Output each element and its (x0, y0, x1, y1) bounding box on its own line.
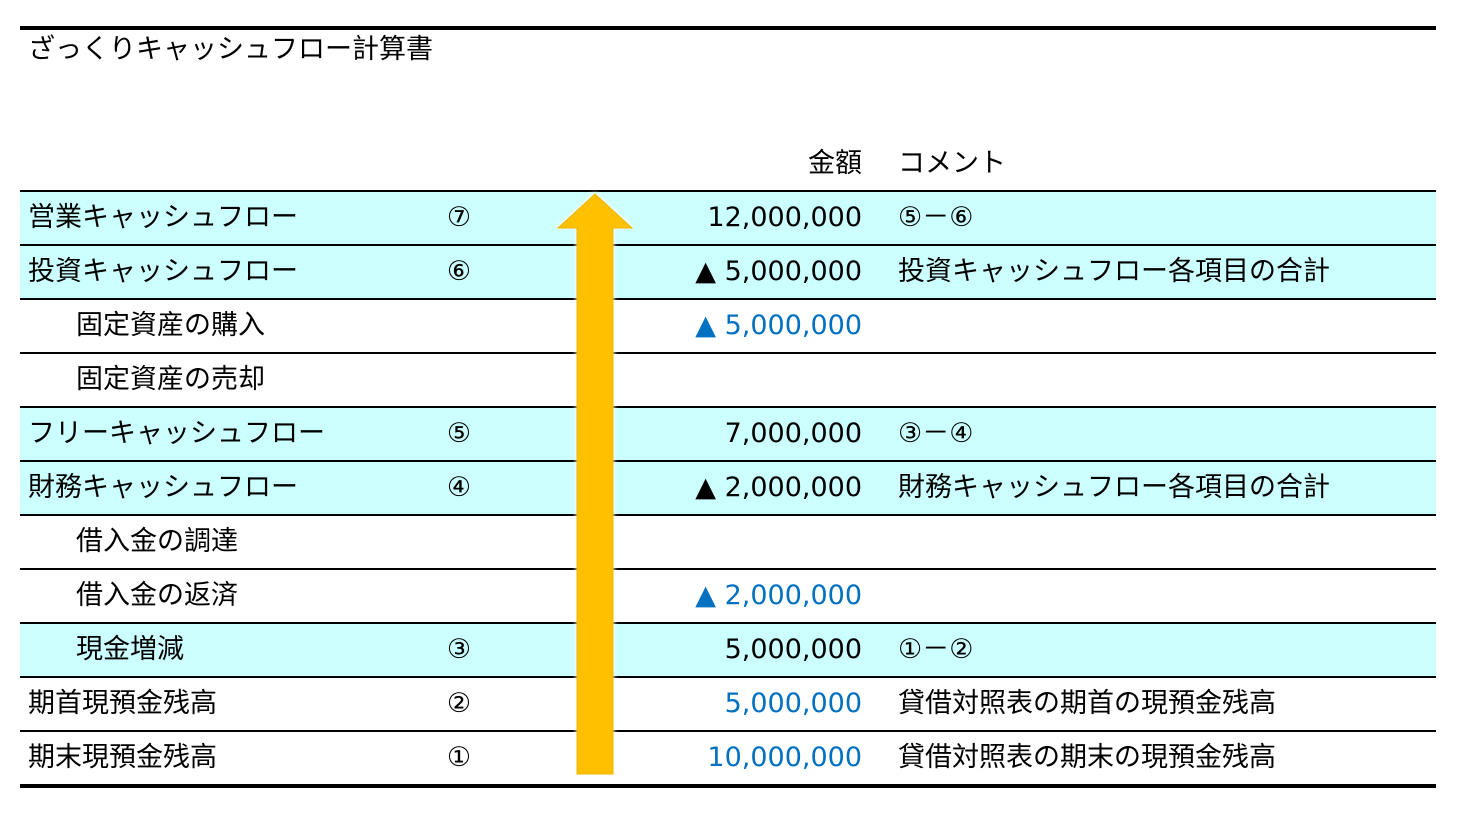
row-amount: ▲ 5,000,000 (695, 256, 862, 287)
column-header-amount: 金額 (808, 148, 862, 179)
row-amount: ▲ 2,000,000 (695, 580, 862, 611)
up-arrow-icon (556, 192, 634, 776)
row-label: 投資キャッシュフロー (28, 256, 298, 287)
row-comment: 貸借対照表の期首の現預金残高 (898, 688, 1276, 719)
table-row-fixed-asset-sale: 固定資産の売却 (20, 352, 1436, 406)
row-amount (600, 516, 862, 568)
row-ref-number: ⑦ (446, 202, 472, 233)
row-label: 期首現預金残高 (28, 688, 217, 719)
row-comment: ⑤－⑥ (898, 202, 974, 233)
table-row-financing-cf: 財務キャッシュフロー ④ ▲ 2,000,000 財務キャッシュフロー各項目の合… (20, 460, 1436, 514)
row-ref-number: ② (446, 688, 472, 719)
cash-flow-table: 営業キャッシュフロー ⑦ 12,000,000 ⑤－⑥ 投資キャッシュフロー ⑥… (20, 190, 1436, 788)
table-row-investing-cf: 投資キャッシュフロー ⑥ ▲ 5,000,000 投資キャッシュフロー各項目の合… (20, 244, 1436, 298)
row-amount: 7,000,000 (724, 418, 862, 449)
row-amount: 10,000,000 (707, 742, 862, 773)
row-ref-number: ③ (446, 634, 472, 665)
row-ref-number: ⑥ (446, 256, 472, 287)
row-amount: ▲ 2,000,000 (695, 472, 862, 503)
row-label: 借入金の返済 (76, 580, 238, 611)
page-title: ざっくりキャッシュフロー計算書 (28, 34, 433, 65)
row-label: 期末現預金残高 (28, 742, 217, 773)
table-row-cash-change: 現金増減 ③ 5,000,000 ①－② (20, 622, 1436, 676)
row-ref-number: ④ (446, 472, 472, 503)
row-label: 営業キャッシュフロー (28, 202, 298, 233)
row-comment: 貸借対照表の期末の現預金残高 (898, 742, 1276, 773)
row-label: 固定資産の購入 (76, 310, 265, 341)
table-row-closing-cash: 期末現預金残高 ① 10,000,000 貸借対照表の期末の現預金残高 (20, 730, 1436, 788)
column-header-comment: コメント (898, 148, 1006, 179)
row-ref-number (434, 516, 484, 568)
row-ref-number: ① (446, 742, 472, 773)
table-row-loan-repayment: 借入金の返済 ▲ 2,000,000 (20, 568, 1436, 622)
row-ref-number (434, 300, 484, 352)
row-amount (600, 354, 862, 406)
table-row-free-cf: フリーキャッシュフロー ⑤ 7,000,000 ③－④ (20, 406, 1436, 460)
row-ref-number (434, 354, 484, 406)
row-label: 現金増減 (76, 634, 184, 665)
row-ref-number (434, 570, 484, 622)
top-rule (20, 26, 1436, 30)
row-label: フリーキャッシュフロー (28, 418, 325, 449)
table-row-operating-cf: 営業キャッシュフロー ⑦ 12,000,000 ⑤－⑥ (20, 190, 1436, 244)
row-amount: 5,000,000 (724, 688, 862, 719)
row-comment: 財務キャッシュフロー各項目の合計 (898, 472, 1330, 503)
row-label: 固定資産の売却 (76, 364, 265, 395)
row-amount: 5,000,000 (724, 634, 862, 665)
row-comment: ①－② (898, 634, 974, 665)
row-comment: ③－④ (898, 418, 974, 449)
row-comment: 投資キャッシュフロー各項目の合計 (898, 256, 1330, 287)
row-label: 財務キャッシュフロー (28, 472, 298, 503)
row-ref-number: ⑤ (446, 418, 472, 449)
row-amount: 12,000,000 (707, 202, 862, 233)
table-row-opening-cash: 期首現預金残高 ② 5,000,000 貸借対照表の期首の現預金残高 (20, 676, 1436, 730)
row-label: 借入金の調達 (76, 526, 238, 557)
row-amount: ▲ 5,000,000 (695, 310, 862, 341)
table-row-loan-borrowing: 借入金の調達 (20, 514, 1436, 568)
table-row-fixed-asset-purchase: 固定資産の購入 ▲ 5,000,000 (20, 298, 1436, 352)
